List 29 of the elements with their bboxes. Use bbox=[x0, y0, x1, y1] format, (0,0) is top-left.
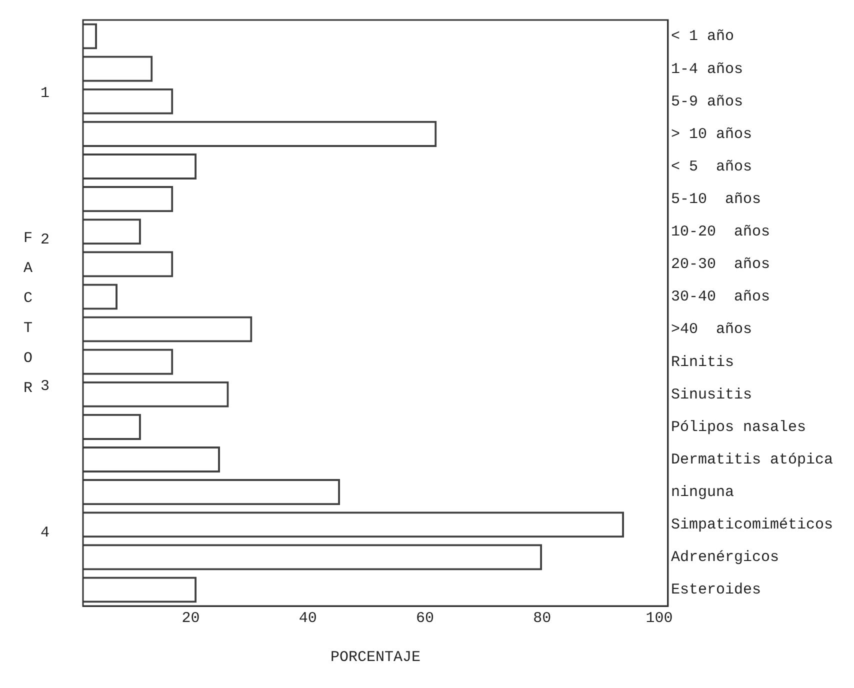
y-tick-label: Adrenérgicos bbox=[670, 549, 780, 566]
y-tick-label: ninguna bbox=[670, 484, 734, 502]
y-tick-label: 5-9 años bbox=[670, 93, 743, 110]
y-tick-label: > 10 años bbox=[670, 126, 752, 143]
y-tick-label: < 1 año bbox=[670, 28, 734, 46]
text: 2 bbox=[40, 232, 50, 249]
y-axis-title: FACTOR bbox=[23, 230, 33, 397]
y-tick-label: Pólipos nasales bbox=[670, 418, 806, 436]
text: 1 bbox=[40, 85, 50, 102]
x-tick-label: 60 bbox=[416, 610, 434, 627]
x-tick-label: 100 bbox=[646, 610, 673, 627]
x-tick-label: 80 bbox=[533, 610, 552, 627]
y-tick-label: >40 años bbox=[670, 321, 752, 338]
x-tick-label: 20 bbox=[182, 610, 200, 627]
y-tick-label: Simpaticomiméticos bbox=[670, 516, 834, 534]
y-tick-label: 5-10 años bbox=[670, 191, 761, 208]
x-tick-label: 40 bbox=[298, 610, 317, 627]
y-tick-label: 30-40 años bbox=[670, 288, 770, 306]
y-tick-label: 20-30 años bbox=[670, 256, 770, 274]
y-tick-label: Dermatitis atópica bbox=[670, 451, 834, 468]
y-tick-label: 1-4 años bbox=[670, 60, 743, 78]
y-tick-label: 10-20 años bbox=[670, 224, 770, 241]
x-axis-title: PORCENTAJE bbox=[330, 648, 420, 666]
text: 3 bbox=[40, 378, 50, 396]
y-tick-label: < 5 años bbox=[670, 158, 752, 176]
y-tick-label: Rinitis bbox=[670, 354, 734, 371]
y-tick-label: Sinusitis bbox=[670, 386, 752, 404]
y-tick-label: Esteroides bbox=[670, 582, 761, 599]
text: 4 bbox=[40, 524, 50, 542]
